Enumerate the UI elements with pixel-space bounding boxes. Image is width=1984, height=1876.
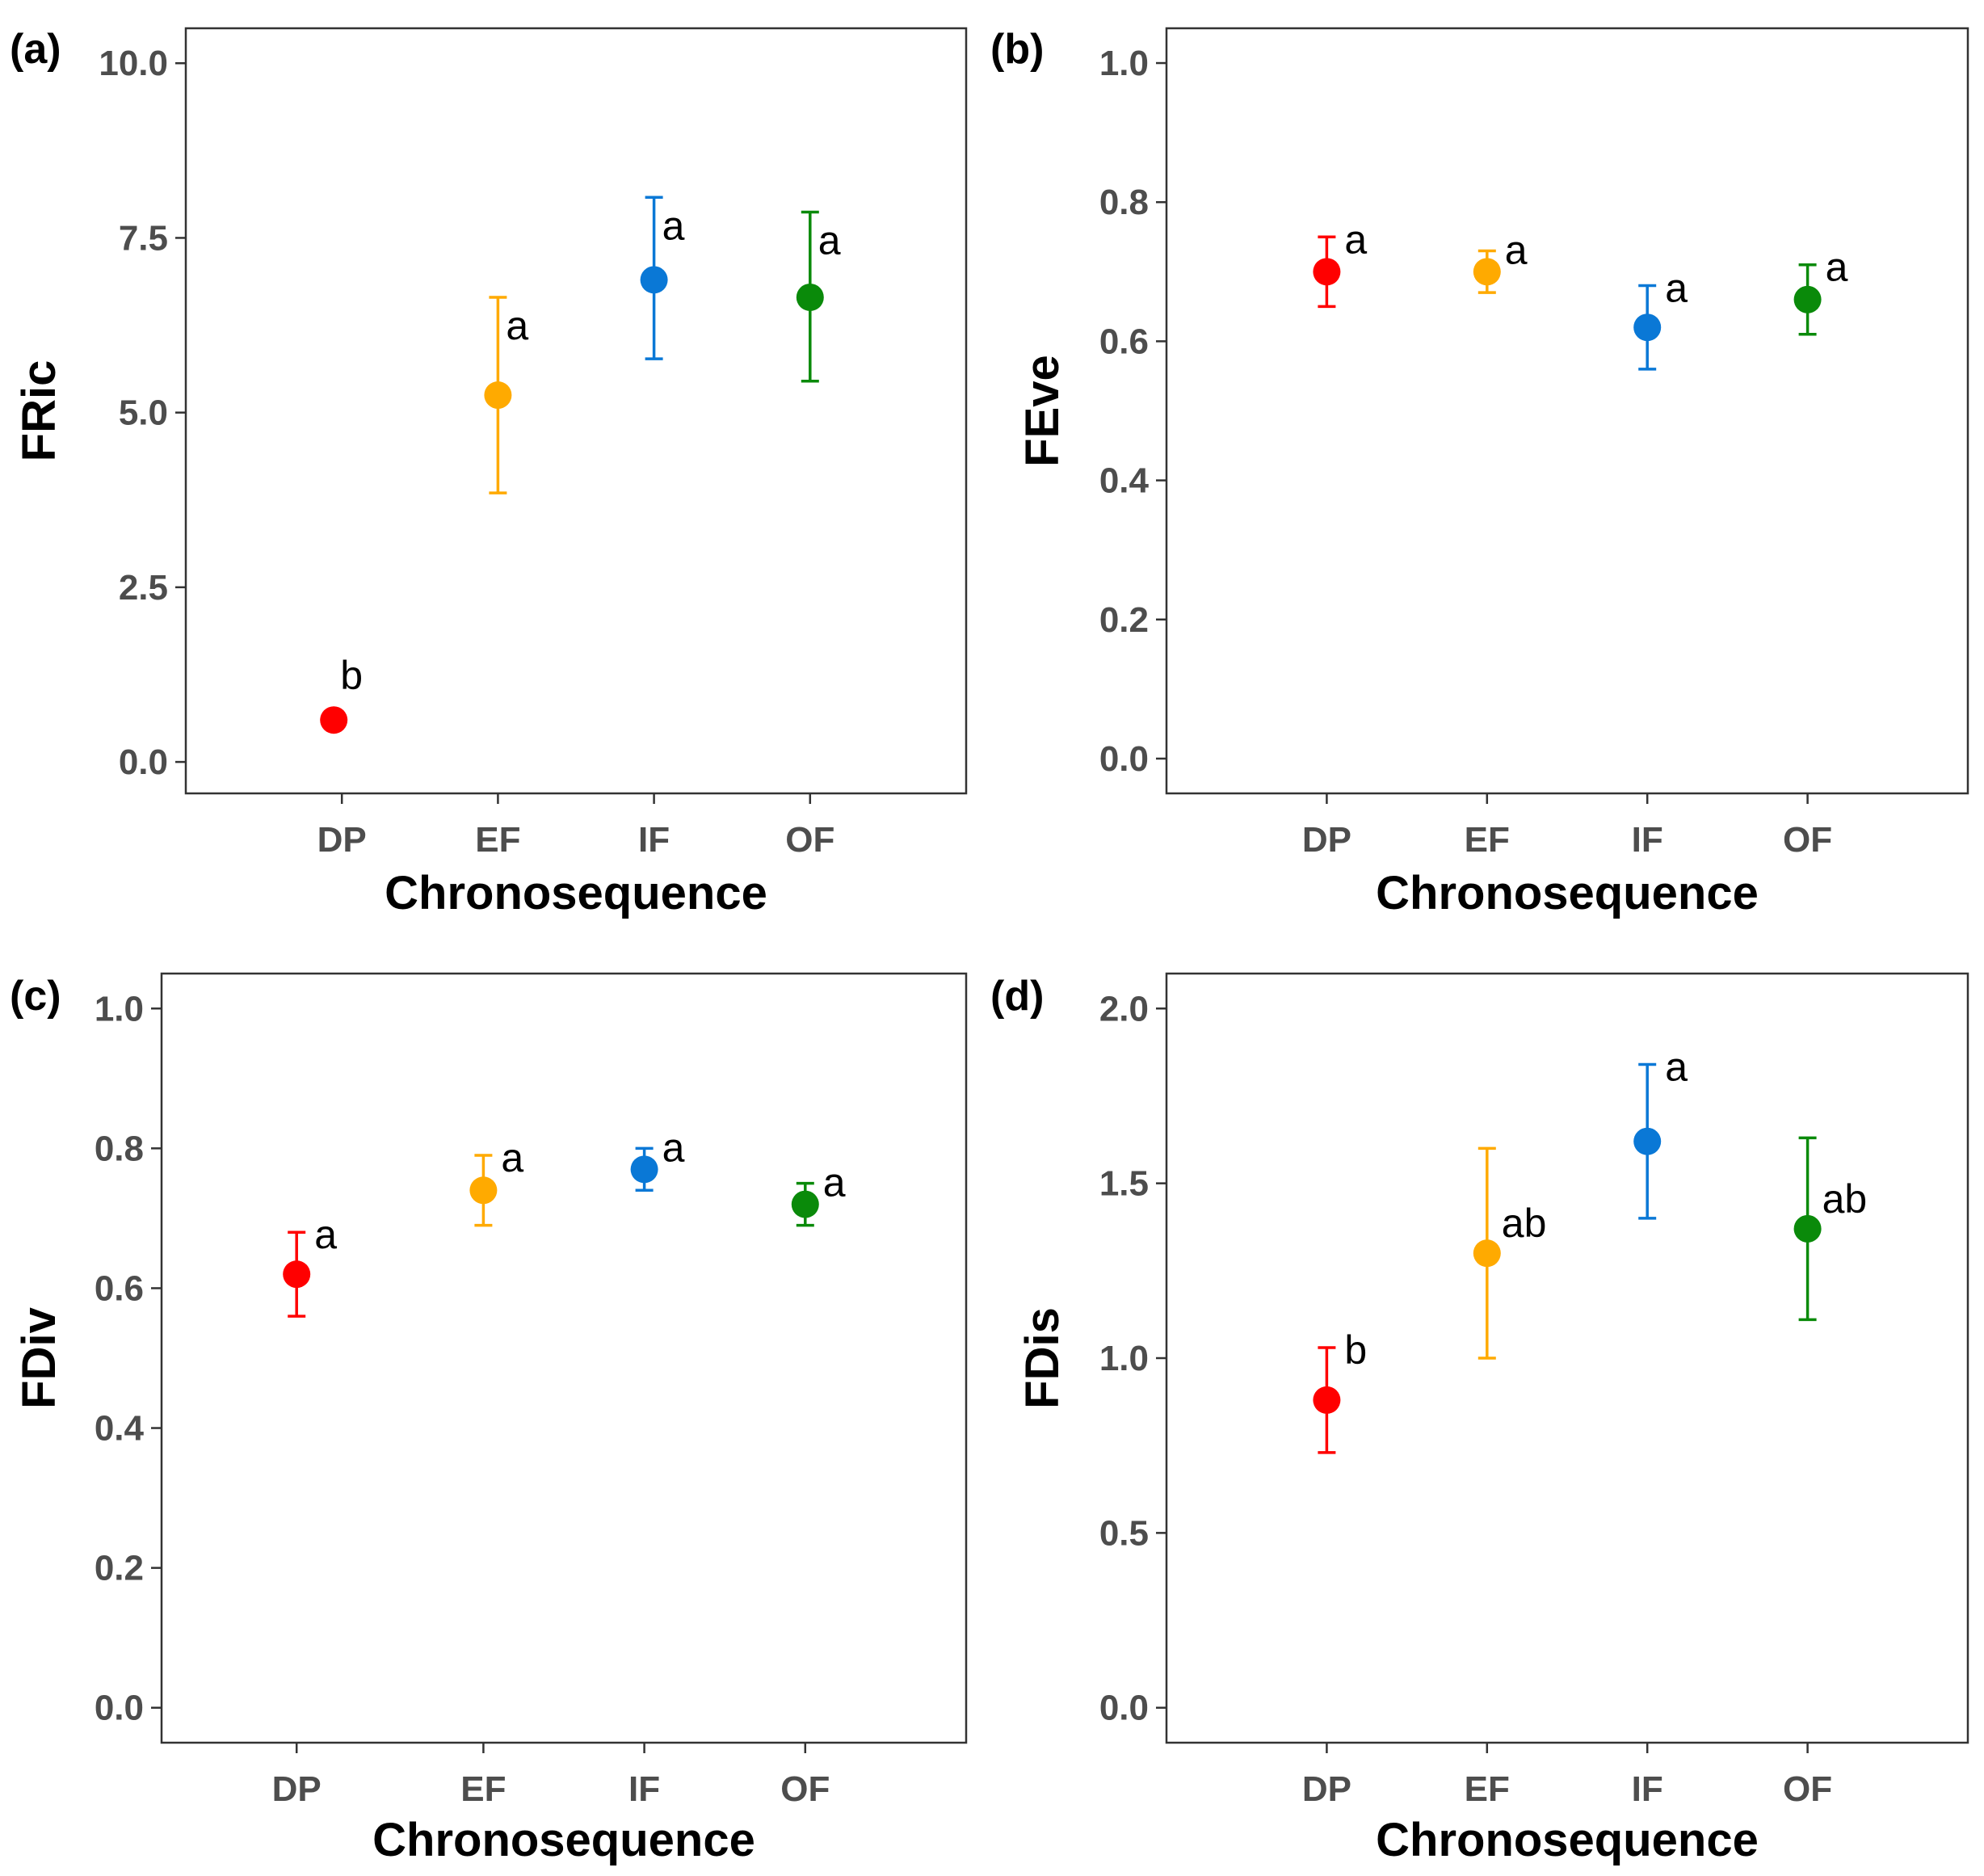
x-tick-label: IF (1632, 1769, 1663, 1809)
data-point-IF (630, 1155, 658, 1184)
y-tick-label: 7.5 (119, 218, 168, 258)
x-tick-label: IF (628, 1769, 660, 1809)
data-point-EF (469, 1176, 498, 1205)
panel-tag: (a) (10, 26, 61, 73)
x-axis-title: Chronosequence (372, 1814, 755, 1866)
significance-letter: b (1344, 1327, 1367, 1373)
data-point-OF (791, 1190, 819, 1218)
y-axis-title: FRic (13, 360, 65, 462)
significance-letter: a (506, 303, 528, 348)
panel-tag: (c) (10, 973, 61, 1020)
y-tick-label: 5.0 (119, 393, 168, 433)
y-tick-label: 0.2 (95, 1549, 144, 1588)
data-point-IF (1633, 1127, 1662, 1155)
y-tick-label: 0.6 (1099, 322, 1149, 361)
x-axis-title: Chronosequence (1376, 867, 1759, 919)
y-tick-label: 0.4 (1099, 461, 1150, 501)
x-tick-label: EF (475, 820, 520, 860)
y-tick-label: 0.0 (1099, 739, 1149, 779)
chart-panel-b: 0.0 0.2 0.4 0.6 0.8 1.0 DP EF IF OF Chronosequence… (990, 26, 1969, 919)
y-tick-label: 1.5 (1099, 1164, 1149, 1204)
significance-letter: a (1505, 227, 1528, 272)
significance-letter: b (340, 653, 363, 698)
y-axis-title: FEve (1016, 355, 1069, 467)
y-axis-title: FDiv (13, 1307, 65, 1409)
data-point-EF (1473, 1239, 1501, 1268)
y-tick-label: 0.0 (119, 742, 168, 782)
plot-frame (160, 972, 968, 1744)
y-tick-label: 10.0 (99, 44, 168, 83)
x-tick-label: DP (317, 820, 367, 860)
significance-letter: a (662, 203, 685, 248)
x-tick-label: DP (272, 1769, 322, 1809)
y-tick-label: 0.8 (1099, 183, 1149, 222)
x-axis-title: Chronosequence (385, 867, 767, 919)
significance-letter: a (1344, 217, 1367, 262)
significance-letter: a (501, 1135, 523, 1180)
x-tick-label: EF (1465, 820, 1510, 860)
y-tick-label: 0.2 (1099, 600, 1149, 640)
chart-panel-d: 0.0 0.5 1.0 1.5 2.0 DP EF IF OF Chronosequence FDi… (990, 972, 1969, 1866)
y-axis-title: FDis (1016, 1307, 1069, 1409)
significance-letter: a (818, 217, 841, 263)
significance-letter: a (1665, 266, 1688, 311)
data-point-DP (1313, 1386, 1341, 1414)
x-tick-label: OF (1783, 1769, 1832, 1809)
y-tick-label: 1.0 (95, 989, 144, 1028)
significance-letter: a (1665, 1045, 1688, 1090)
data-point-OF (796, 283, 824, 311)
x-tick-label: DP (1302, 820, 1351, 860)
x-tick-label: DP (1302, 1769, 1351, 1809)
significance-letter: ab (1822, 1176, 1868, 1222)
significance-letter: a (662, 1125, 685, 1170)
y-tick-label: 2.0 (1099, 989, 1149, 1028)
x-tick-label: OF (780, 1769, 830, 1809)
x-axis-title: Chronosequence (1376, 1814, 1759, 1866)
plot-frame (1165, 972, 1969, 1744)
significance-letter: a (314, 1212, 337, 1257)
significance-letter: a (1826, 245, 1848, 290)
data-point-EF (484, 381, 512, 410)
chart-panel-a: 0.0 2.5 5.0 7.5 10.0 DP EF IF OF Chronosequence FR… (10, 26, 968, 919)
data-point-OF (1793, 285, 1822, 313)
data-point-IF (640, 266, 668, 294)
x-tick-label: IF (1632, 820, 1663, 860)
plot-frame (184, 27, 968, 795)
data-point-DP (1313, 258, 1341, 286)
panel-tag: (d) (990, 973, 1044, 1020)
plot-frame (1165, 27, 1969, 795)
x-tick-label: EF (1465, 1769, 1510, 1809)
y-tick-label: 0.5 (1099, 1513, 1149, 1553)
y-tick-label: 0.6 (95, 1268, 144, 1308)
data-point-DP (283, 1260, 311, 1289)
data-point-IF (1633, 313, 1662, 342)
chart-panel-c: 0.0 0.2 0.4 0.6 0.8 1.0 DP EF IF OF Chronosequence… (10, 972, 968, 1866)
y-tick-label: 0.0 (1099, 1689, 1149, 1728)
significance-letter: ab (1502, 1201, 1547, 1246)
data-point-EF (1473, 258, 1501, 286)
y-tick-label: 0.4 (95, 1409, 145, 1449)
y-tick-label: 0.0 (95, 1689, 144, 1728)
data-point-OF (1793, 1214, 1822, 1243)
x-tick-label: OF (785, 820, 834, 860)
panel-tag: (b) (990, 26, 1044, 73)
y-tick-label: 1.0 (1099, 44, 1149, 83)
x-tick-label: IF (638, 820, 670, 860)
x-tick-label: OF (1783, 820, 1832, 860)
y-tick-label: 1.0 (1099, 1339, 1149, 1378)
significance-letter: a (823, 1160, 846, 1205)
y-tick-label: 0.8 (95, 1129, 144, 1168)
y-tick-label: 2.5 (119, 568, 168, 608)
x-tick-label: EF (460, 1769, 506, 1809)
data-point-DP (320, 706, 348, 734)
